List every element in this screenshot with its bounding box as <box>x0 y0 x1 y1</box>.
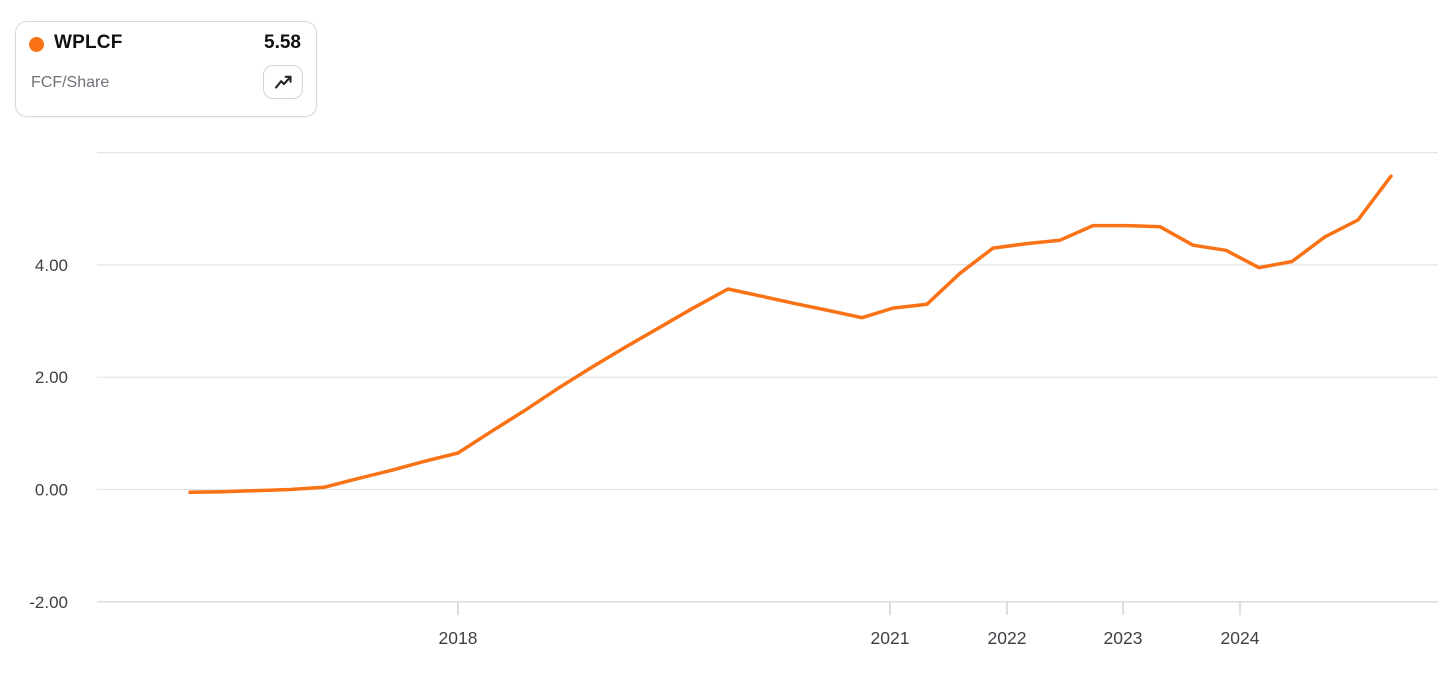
series-color-dot <box>29 37 44 52</box>
chart-type-button[interactable] <box>263 65 303 99</box>
series-legend-card: WPLCF 5.58 FCF/Share <box>15 21 317 117</box>
y-axis-label: 4.00 <box>35 256 68 275</box>
x-axis-label: 2022 <box>988 628 1027 648</box>
x-axis-label: 2024 <box>1221 628 1260 648</box>
y-axis-label: 0.00 <box>35 481 68 500</box>
y-axis-label: 2.00 <box>35 368 68 387</box>
latest-value-label: 5.58 <box>264 32 301 53</box>
metric-label: FCF/Share <box>31 74 110 91</box>
x-axis-label: 2021 <box>871 628 910 648</box>
ticker-label: WPLCF <box>54 32 123 53</box>
y-axis-label: -2.00 <box>29 593 68 612</box>
series-line <box>188 174 1393 495</box>
x-axis-label: 2018 <box>439 628 478 648</box>
trending-up-icon <box>274 74 293 91</box>
x-axis-label: 2023 <box>1104 628 1143 648</box>
